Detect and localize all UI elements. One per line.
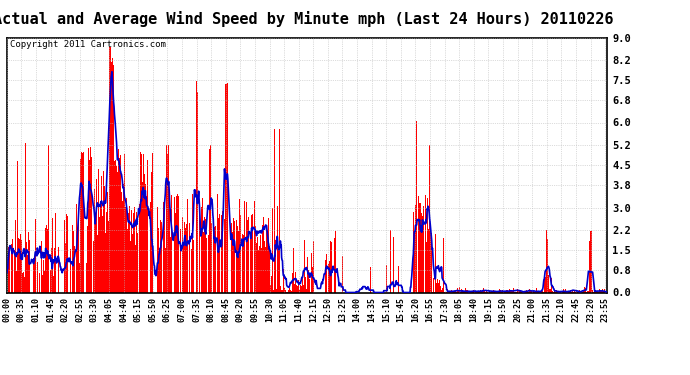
Text: Actual and Average Wind Speed by Minute mph (Last 24 Hours) 20110226: Actual and Average Wind Speed by Minute … (0, 11, 614, 27)
Text: Copyright 2011 Cartronics.com: Copyright 2011 Cartronics.com (10, 40, 166, 49)
